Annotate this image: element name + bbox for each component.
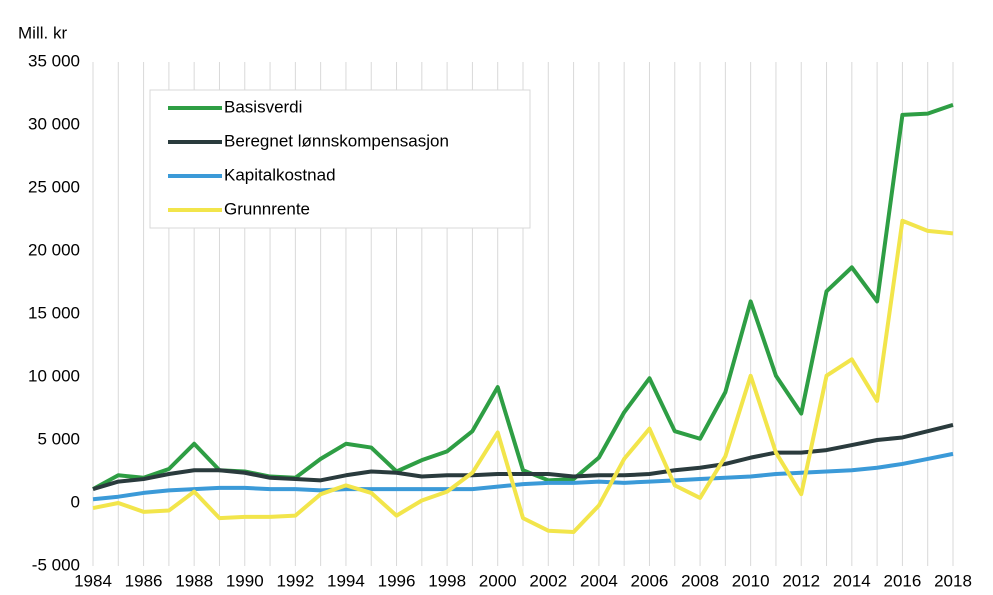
x-tick-label: 1992 (276, 571, 314, 590)
x-tick-label: 2008 (681, 571, 719, 590)
x-tick-label: 1986 (125, 571, 163, 590)
legend-label: Basisverdi (224, 97, 302, 116)
line-series (92, 451, 954, 502)
x-tick-label: 2014 (833, 571, 871, 590)
x-tick-label: 1994 (327, 571, 365, 590)
y-tick-label: 20 000 (28, 240, 80, 259)
x-tick-label: 2016 (883, 571, 921, 590)
y-tick-label: 10 000 (28, 366, 80, 385)
legend-box (149, 89, 531, 229)
x-tick-label: 1988 (175, 571, 213, 590)
y-tick-label: -5 000 (32, 555, 80, 574)
x-tick-label: 2006 (631, 571, 669, 590)
x-tick-label: 2002 (529, 571, 567, 590)
y-tick-label: 5 000 (37, 429, 80, 448)
x-tick-label: 1996 (378, 571, 416, 590)
legend-label: Grunnrente (224, 199, 310, 218)
legend-label: Beregnet lønnskompensasjon (224, 131, 449, 150)
x-tick-label: 2012 (782, 571, 820, 590)
x-tick-label: 2018 (934, 571, 972, 590)
x-tick-label: 1998 (428, 571, 466, 590)
y-tick-label: 25 000 (28, 177, 80, 196)
y-tick-label: 35 000 (28, 51, 80, 70)
y-tick-label: 0 (71, 492, 80, 511)
y-tick-label: 30 000 (28, 114, 80, 133)
x-tick-label: 2010 (732, 571, 770, 590)
legend-label: Kapitalkostnad (224, 165, 336, 184)
y-tick-label: 15 000 (28, 303, 80, 322)
y-axis-label: Mill. kr (18, 23, 67, 42)
x-tick-label: 2000 (479, 571, 517, 590)
x-tick-label: 1984 (74, 571, 112, 590)
x-tick-label: 1990 (226, 571, 264, 590)
x-tick-label: 2004 (580, 571, 618, 590)
line-series (92, 218, 954, 534)
